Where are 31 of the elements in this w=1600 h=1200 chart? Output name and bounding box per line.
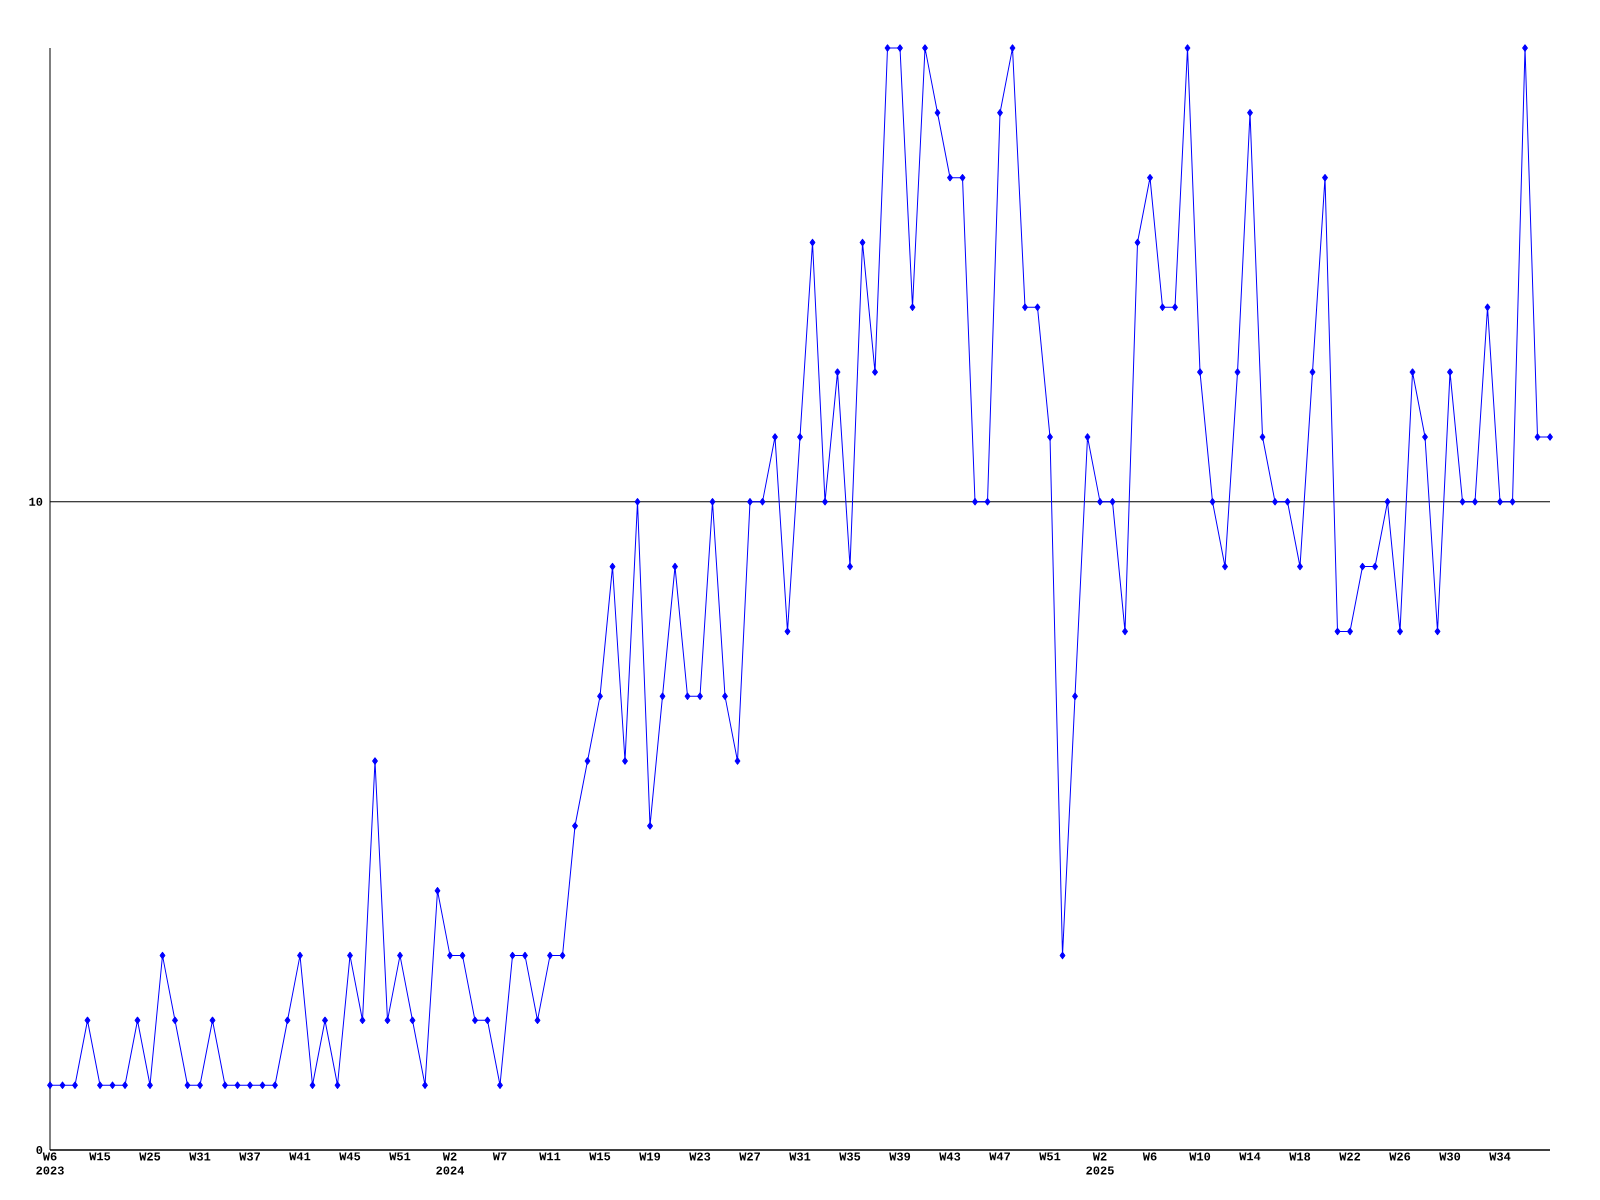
y-tick-label: 10 <box>29 497 43 506</box>
x-tick-label: W41 <box>289 1152 311 1161</box>
x-tick-label: W22 <box>1339 1152 1361 1161</box>
x-tick-label: W35 <box>839 1152 861 1161</box>
x-tick-label: W30 <box>1439 1152 1461 1161</box>
x-tick-label: W2 2024 <box>436 1152 465 1175</box>
x-tick-label: W11 <box>539 1152 561 1161</box>
x-tick-label: W51 <box>389 1152 411 1161</box>
x-tick-label: W10 <box>1189 1152 1211 1161</box>
x-tick-label: W18 <box>1289 1152 1311 1161</box>
x-tick-label: W37 <box>239 1152 260 1161</box>
x-tick-label: W14 <box>1239 1152 1261 1161</box>
x-tick-label: W7 <box>492 1152 507 1161</box>
x-tick-label: W31 <box>789 1152 811 1161</box>
x-tick-label: W45 <box>339 1152 361 1161</box>
x-tick-label: W31 <box>189 1152 211 1161</box>
x-tick-label: W2 2025 <box>1086 1152 1114 1175</box>
x-tick-label: W6 <box>1142 1152 1157 1161</box>
x-tick-label: W34 <box>1489 1152 1511 1161</box>
x-tick-label: W15 <box>589 1152 611 1161</box>
x-tick-label: W25 <box>139 1152 161 1161</box>
x-tick-label: W23 <box>689 1152 711 1161</box>
x-tick-label: W27 <box>739 1152 761 1161</box>
x-tick-label: W51 <box>1039 1152 1061 1161</box>
x-tick-label: W39 <box>889 1152 911 1161</box>
x-tick-label: W15 <box>89 1152 111 1161</box>
x-tick-label: W43 <box>939 1152 961 1161</box>
x-tick-label: W19 <box>639 1152 661 1161</box>
x-tick-label: W26 <box>1389 1152 1411 1161</box>
x-tick-label: W47 <box>989 1152 1011 1161</box>
y-tick-label: 0 <box>36 1145 43 1155</box>
